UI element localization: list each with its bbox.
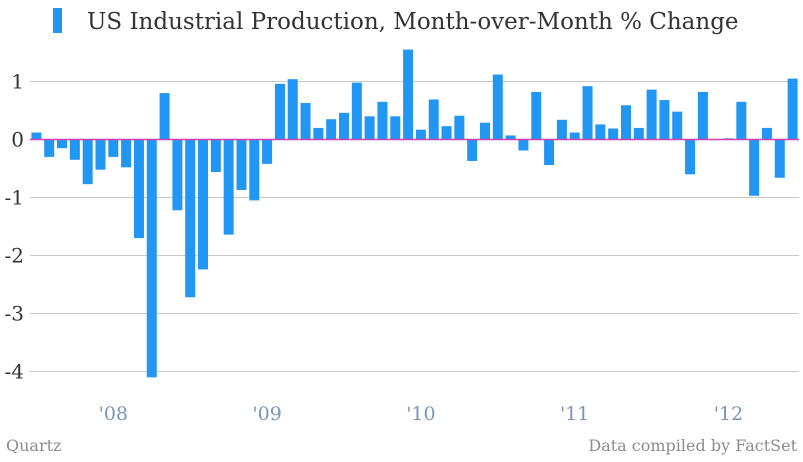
bar — [569, 132, 580, 140]
bar — [556, 119, 567, 140]
bar — [95, 139, 106, 170]
bar — [749, 139, 760, 196]
bar — [159, 93, 170, 140]
gridlines — [30, 81, 799, 372]
bar — [287, 79, 298, 140]
bar — [736, 101, 747, 140]
bar — [697, 91, 708, 140]
bar — [57, 139, 68, 149]
x-tick-label: '12 — [714, 403, 743, 425]
bar — [646, 89, 657, 140]
bar — [339, 112, 350, 140]
bar — [82, 139, 93, 185]
bar — [69, 139, 80, 160]
y-tick-label: -1 — [5, 186, 24, 210]
source-left: Quartz — [6, 436, 61, 455]
y-tick-label: -2 — [5, 244, 24, 268]
bar — [620, 105, 631, 140]
bar — [428, 99, 439, 140]
bar — [415, 129, 426, 140]
bar — [403, 49, 414, 140]
y-tick-label: 1 — [11, 70, 24, 94]
bar — [262, 139, 273, 164]
y-tick-label: -3 — [5, 302, 24, 326]
x-tick-label: '09 — [252, 403, 281, 425]
bar — [198, 139, 209, 270]
bar — [787, 78, 798, 140]
x-axis-ticks: '08 '09 '10 '11 '12 — [99, 403, 744, 425]
bar — [544, 139, 555, 166]
bar — [505, 135, 516, 140]
bar — [249, 139, 260, 201]
bar — [633, 127, 644, 140]
bar — [121, 139, 132, 168]
bar — [774, 139, 785, 178]
bar — [300, 102, 311, 140]
bar — [595, 124, 606, 140]
legend-swatch — [53, 8, 62, 33]
bar — [518, 139, 529, 151]
legend-label: US Industrial Production, Month-over-Mon… — [87, 9, 739, 35]
y-axis-ticks: 1 0 -1 -2 -3 -4 — [5, 70, 24, 384]
bar — [236, 139, 247, 190]
bar — [377, 101, 388, 140]
bar — [364, 116, 375, 140]
bar — [441, 126, 452, 140]
bar — [672, 111, 683, 140]
bar — [31, 132, 42, 140]
bar — [274, 83, 285, 140]
bar — [390, 116, 401, 140]
bar — [479, 122, 490, 140]
x-tick-label: '08 — [99, 403, 128, 425]
bar — [492, 74, 503, 140]
bar — [146, 139, 157, 378]
bar — [326, 119, 337, 140]
bar — [659, 100, 670, 140]
bar — [133, 139, 144, 239]
bar — [685, 139, 696, 175]
bar — [531, 91, 542, 140]
bar — [108, 139, 119, 157]
bar — [761, 127, 772, 140]
x-tick-label: '11 — [560, 403, 589, 425]
bar — [351, 82, 362, 140]
bar — [454, 115, 465, 140]
bar — [185, 139, 196, 298]
bar — [210, 139, 221, 172]
y-tick-label: -4 — [5, 360, 24, 384]
bar — [467, 139, 478, 161]
source-right: Data compiled by FactSet — [588, 436, 797, 455]
bar — [313, 127, 324, 140]
bar — [44, 139, 55, 157]
y-tick-label: 0 — [11, 128, 24, 152]
bars — [31, 49, 798, 378]
x-tick-label: '10 — [406, 403, 435, 425]
bar — [582, 86, 593, 140]
bar — [172, 139, 183, 211]
bar — [608, 128, 619, 140]
legend: US Industrial Production, Month-over-Mon… — [53, 8, 739, 35]
bar — [223, 139, 234, 235]
